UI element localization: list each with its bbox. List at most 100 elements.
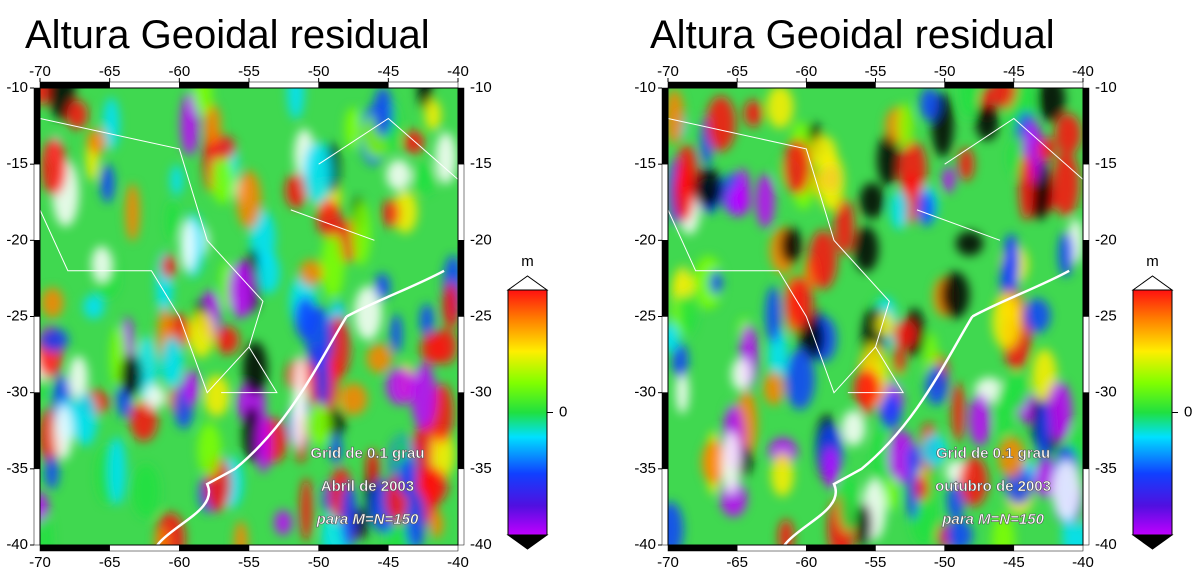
field-blob: [91, 246, 112, 283]
x-tick-label-top: -50: [308, 63, 330, 80]
colorbar-unit: m: [1146, 253, 1159, 270]
field-blob: [763, 371, 785, 406]
field-blob: [442, 282, 458, 330]
frame-segment: [33, 163, 41, 241]
frame-segment: [1082, 392, 1090, 470]
frame-segment: [109, 544, 180, 552]
field-blob: [1075, 520, 1083, 545]
field-blob: [668, 501, 684, 545]
residual-field: [668, 88, 1083, 545]
field-blob: [1018, 154, 1034, 221]
field-blob: [766, 88, 794, 129]
y-tick-label-right: -40: [470, 536, 492, 553]
x-tick-label-top: -50: [934, 63, 956, 80]
x-tick-label-bottom: -60: [168, 554, 190, 569]
frame-segment: [457, 87, 465, 165]
x-tick-label-top: -45: [1003, 63, 1025, 80]
field-blob: [382, 198, 400, 228]
field-blob: [430, 429, 455, 479]
x-tick-label-bottom: -50: [308, 554, 330, 569]
field-blob: [393, 190, 418, 234]
colorbar: [507, 289, 548, 536]
field-blob: [182, 369, 200, 405]
field-blob: [144, 384, 166, 409]
field-blob: [234, 521, 248, 545]
field-blob: [340, 482, 358, 545]
field-blob: [917, 191, 935, 226]
field-blob: [1003, 235, 1020, 291]
frame-segment: [33, 316, 41, 393]
frame: [667, 87, 1084, 546]
field-blob: [1037, 88, 1066, 123]
field-blob: [1023, 298, 1051, 334]
field-blob: [1052, 150, 1080, 217]
frame-segment: [33, 468, 41, 546]
field-blob: [675, 369, 689, 414]
field-blob: [339, 383, 368, 416]
field-blob: [884, 476, 899, 511]
frame: [39, 87, 459, 546]
frame-segment: [944, 544, 1015, 552]
coastline: [155, 315, 348, 545]
frame-segment: [1082, 163, 1090, 241]
field-blob: [946, 481, 965, 520]
x-tick-label-bottom: -40: [1072, 554, 1094, 569]
frame-segment: [875, 544, 945, 552]
x-tick-label-top: -40: [447, 63, 469, 80]
field-blob: [877, 133, 900, 186]
field-blob: [40, 515, 53, 545]
y-tick-label-right: -30: [470, 384, 492, 401]
field-blob: [305, 306, 333, 371]
field-blob: [897, 103, 914, 147]
field-blob: [673, 272, 696, 297]
field-blob: [73, 392, 98, 446]
field-blob: [300, 477, 313, 542]
map-title: Altura Geoidal residual: [25, 13, 430, 57]
frame-segment: [457, 240, 465, 317]
field-blob: [785, 349, 815, 410]
field-blob: [1046, 381, 1073, 442]
annotation: Grid de 0.1 grau: [310, 445, 424, 462]
field-blob: [40, 327, 69, 353]
field-blob: [1037, 136, 1056, 162]
frame-segment: [736, 544, 807, 552]
frame-segment: [806, 544, 876, 552]
frame-segment: [109, 81, 180, 89]
field-blob: [294, 354, 307, 421]
field-blob: [170, 164, 183, 196]
y-tick-label-right: -10: [1095, 79, 1117, 96]
colorbar-min-triangle: [1131, 534, 1174, 550]
field-blob: [197, 422, 222, 477]
field-blob: [958, 147, 975, 181]
colorbar-tick-label: 0: [559, 403, 567, 420]
field-blob: [161, 336, 184, 389]
field-blob: [321, 232, 345, 299]
frame-segment: [457, 468, 465, 546]
frame-segment: [944, 81, 1015, 89]
field-blob: [668, 323, 680, 352]
field-blob: [673, 165, 695, 223]
field-blob: [386, 159, 412, 191]
field-blob: [102, 97, 120, 150]
frame-segment: [39, 81, 110, 89]
field-blob: [880, 393, 902, 430]
x-tick-label-top: -55: [865, 63, 887, 80]
field-blob: [924, 365, 948, 406]
field-blob: [366, 343, 393, 374]
field-blob: [959, 88, 978, 118]
y-tick-label-right: -35: [1095, 460, 1117, 477]
frame-segment: [806, 81, 876, 89]
field-blob: [755, 173, 775, 228]
y-tick-label-left: -20: [634, 231, 656, 248]
field-blob: [299, 259, 323, 287]
field-blob: [412, 164, 436, 195]
field-blob: [1036, 400, 1051, 464]
y-tick-label-left: -10: [634, 79, 656, 96]
field-blob: [424, 99, 442, 131]
field-blob: [743, 100, 763, 127]
frame-segment: [1082, 468, 1090, 546]
field-blob: [893, 344, 906, 375]
field-blob: [257, 251, 280, 294]
field-blob: [969, 394, 991, 447]
field-blob: [41, 138, 67, 196]
